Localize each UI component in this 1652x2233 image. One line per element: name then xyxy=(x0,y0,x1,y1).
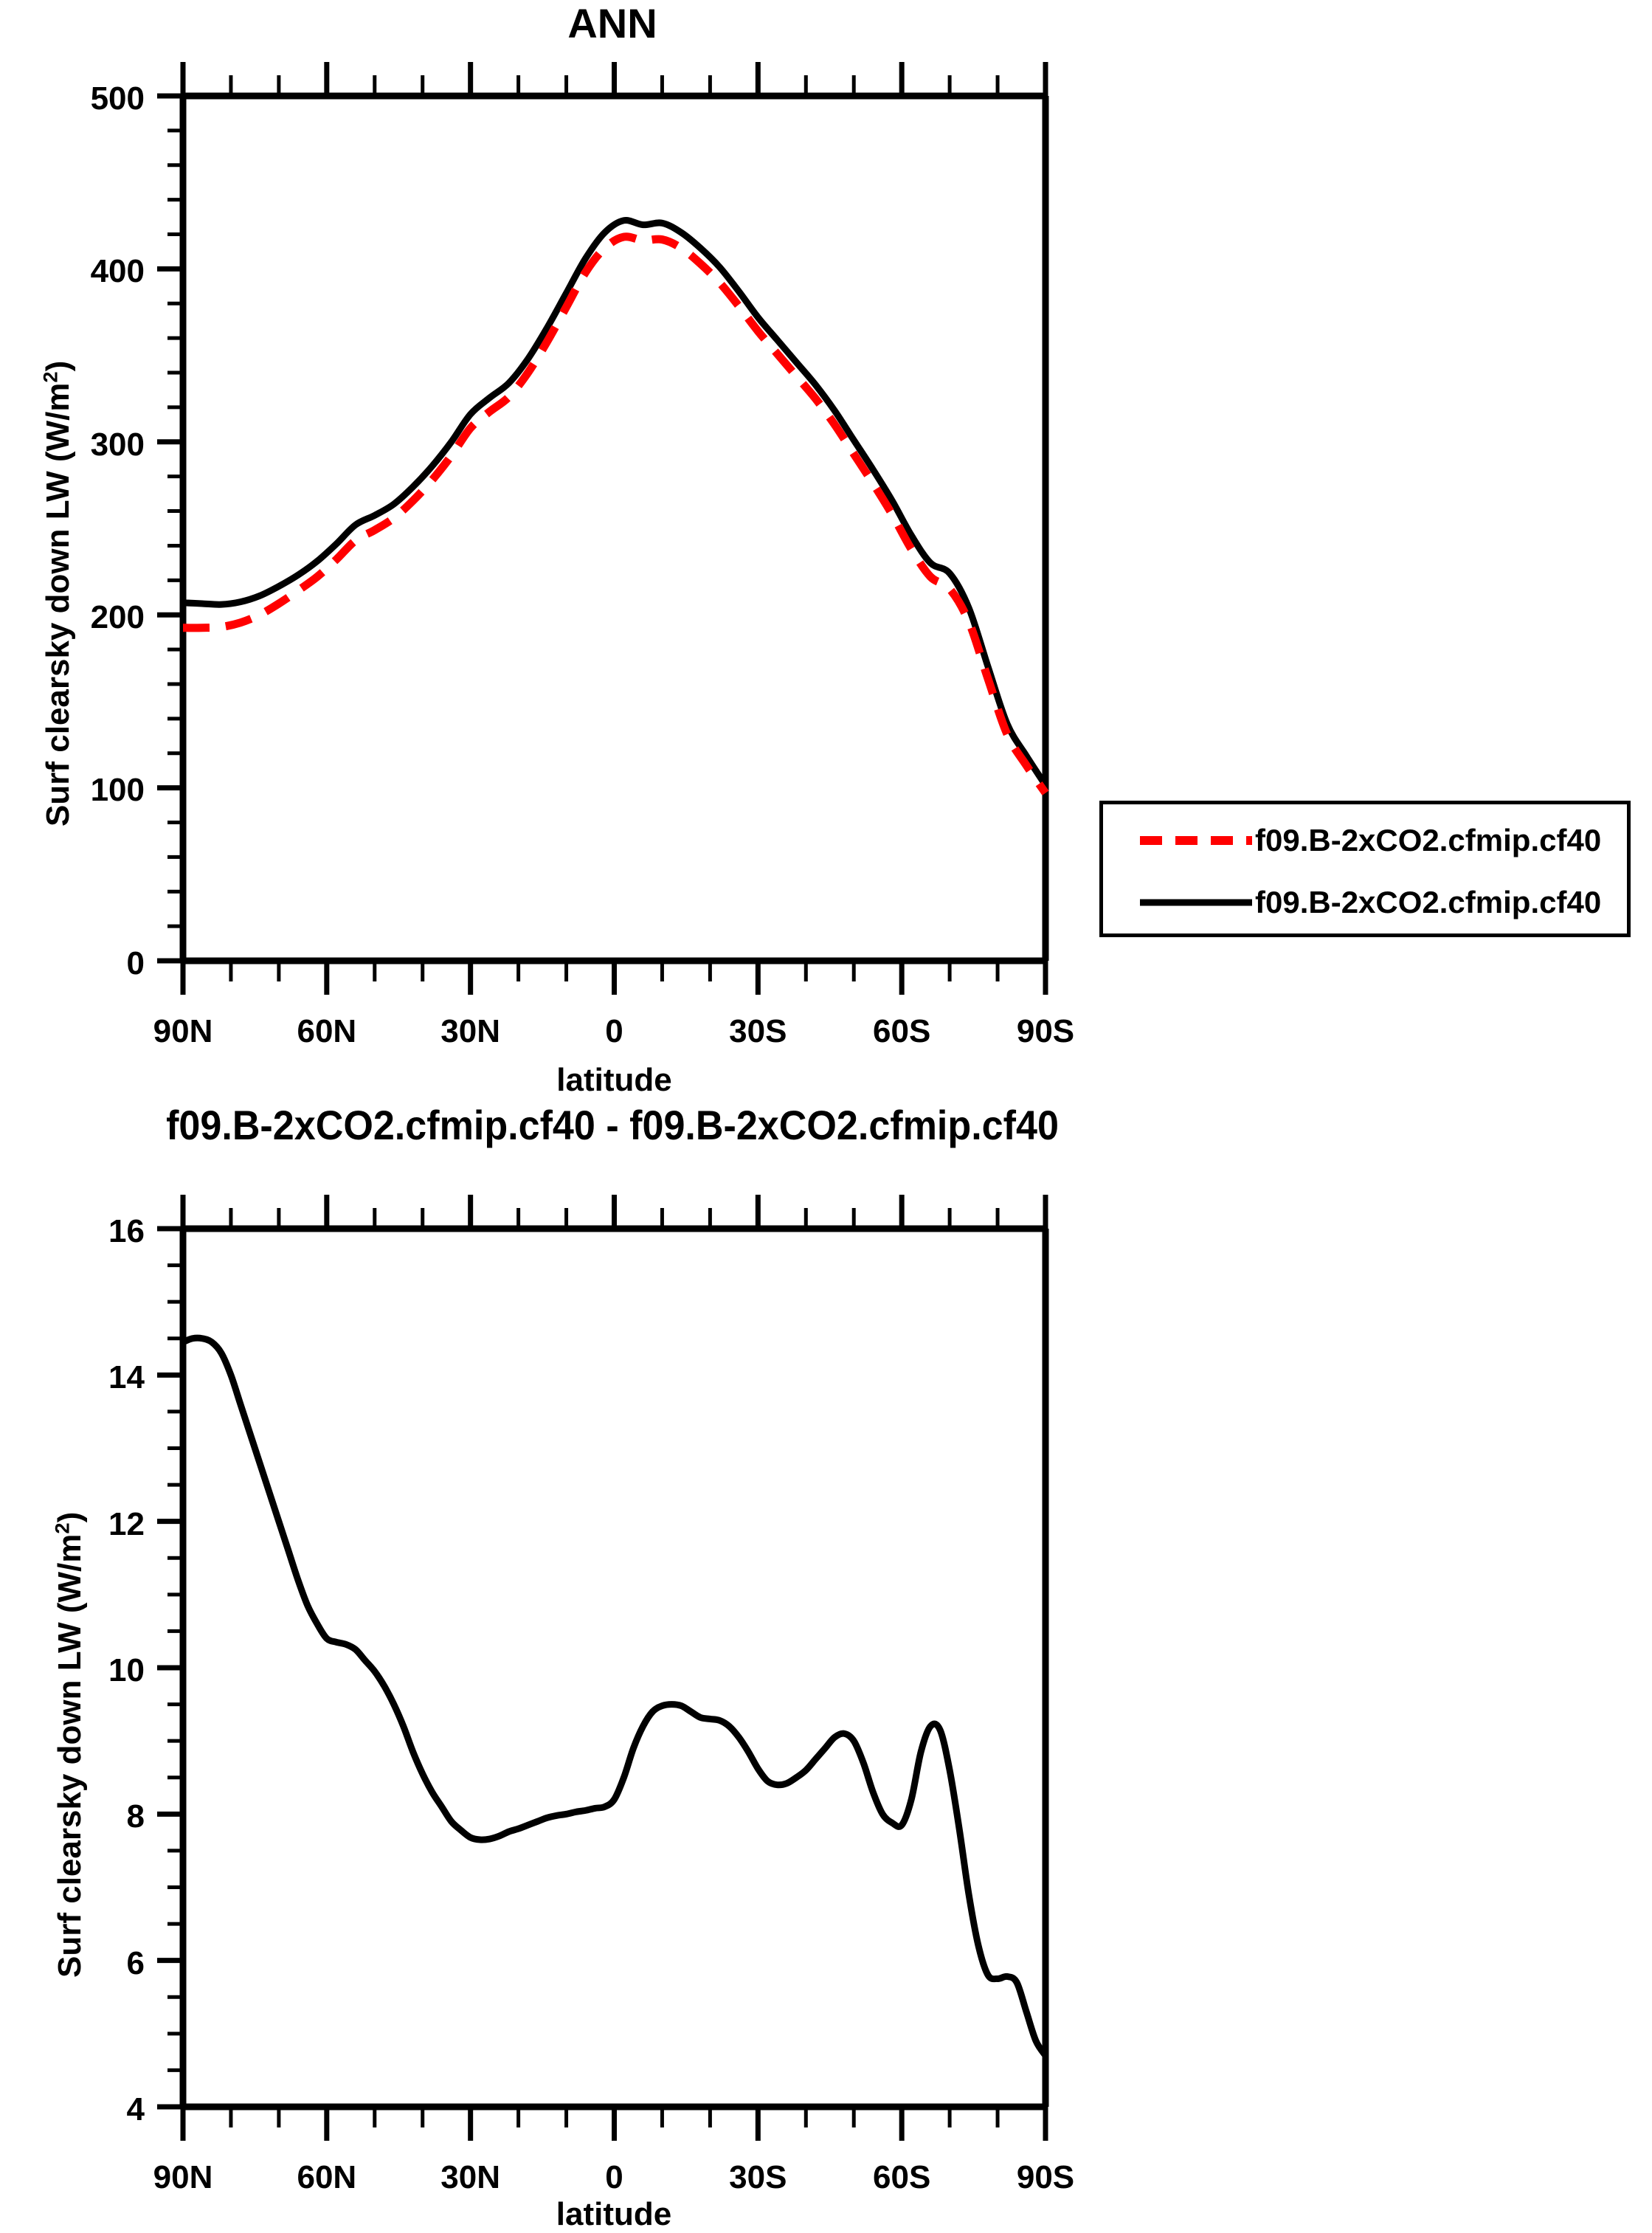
top-x-major-ticks-bottom xyxy=(180,961,1048,995)
bottom-x-major-ticks-top xyxy=(180,1195,1048,1229)
y-tick-label: 6 xyxy=(127,1945,145,1981)
top-x-tick-labels: 90N 60N 30N 0 30S 60S 90S xyxy=(153,1013,1075,1049)
bottom-x-minor-ticks-top xyxy=(229,1208,1000,1229)
y-tick-label: 100 xyxy=(91,772,145,808)
top-y-minor-ticks xyxy=(167,128,183,928)
y-tick-label: 400 xyxy=(91,253,145,289)
series-line-difference xyxy=(179,1334,1049,2060)
y-tick-label: 500 xyxy=(91,80,145,117)
top-x-minor-ticks-bottom xyxy=(229,961,1000,981)
x-tick-label: 0 xyxy=(605,1013,623,1049)
x-tick-label: 0 xyxy=(605,2159,623,2195)
top-panel: ANN Surf clearsky down LW (W/m2) xyxy=(0,0,1652,1092)
bottom-y-tick-labels: 16 14 12 10 8 6 4 xyxy=(108,1213,145,2127)
x-tick-label: 90S xyxy=(1017,2159,1074,2195)
x-tick-label: 90N xyxy=(153,1013,213,1049)
x-tick-label: 60N xyxy=(297,1013,356,1049)
y-tick-label: 4 xyxy=(127,2091,145,2127)
top-x-axis-title: latitude xyxy=(556,1062,671,1092)
bottom-x-minor-ticks-bottom xyxy=(229,2107,1000,2127)
bottom-panel: f09.B-2xCO2.cfmip.cf40 - f09.B-2xCO2.cfm… xyxy=(0,1092,1652,2232)
bottom-y-major-ticks xyxy=(157,1226,183,2110)
bottom-panel-title: f09.B-2xCO2.cfmip.cf40 - f09.B-2xCO2.cfm… xyxy=(166,1102,1059,1148)
x-tick-label: 60S xyxy=(873,2159,930,2195)
top-panel-svg: 500 400 300 200 100 0 xyxy=(91,62,1075,1092)
legend-entry[interactable]: f09.B-2xCO2.cfmip.cf40 xyxy=(1103,809,1627,872)
bottom-y-minor-ticks xyxy=(167,1263,183,2072)
top-x-minor-ticks-top xyxy=(229,75,1000,96)
y-tick-label: 14 xyxy=(108,1359,145,1395)
series-line-dashed-red xyxy=(182,232,1049,795)
legend-box: f09.B-2xCO2.cfmip.cf40 f09.B-2xCO2.cfmip… xyxy=(1099,801,1631,937)
y-tick-label: 8 xyxy=(127,1798,145,1835)
top-y-tick-labels: 500 400 300 200 100 0 xyxy=(91,80,145,981)
x-tick-label: 30S xyxy=(729,1013,787,1049)
y-tick-label: 10 xyxy=(108,1652,145,1688)
top-y-major-ticks xyxy=(157,93,183,964)
bottom-x-axis-title: latitude xyxy=(556,2196,672,2232)
x-tick-label: 30S xyxy=(729,2159,787,2195)
x-tick-label: 30N xyxy=(440,1013,500,1049)
top-panel-title: ANN xyxy=(567,0,657,46)
legend-swatch-solid-black xyxy=(1140,899,1252,906)
y-tick-label: 300 xyxy=(91,427,145,463)
y-tick-label: 200 xyxy=(91,599,145,635)
bottom-x-major-ticks-bottom xyxy=(180,2107,1048,2141)
legend-entry[interactable]: f09.B-2xCO2.cfmip.cf40 xyxy=(1103,871,1627,934)
bottom-axes-frame xyxy=(179,1225,1049,2111)
y-tick-label: 12 xyxy=(108,1506,145,1542)
x-tick-label: 90S xyxy=(1017,1013,1074,1049)
x-tick-label: 60N xyxy=(297,2159,356,2195)
legend-label: f09.B-2xCO2.cfmip.cf40 xyxy=(1255,823,1602,857)
legend-swatch-dashed-red xyxy=(1140,836,1252,845)
bottom-panel-svg: 16 14 12 10 8 6 4 xyxy=(108,1195,1075,2195)
x-tick-label: 30N xyxy=(440,2159,500,2195)
y-tick-label: 0 xyxy=(127,945,145,981)
bottom-x-tick-labels: 90N 60N 30N 0 30S 60S 90S xyxy=(153,2159,1075,2195)
y-tick-label: 16 xyxy=(108,1213,145,1249)
x-tick-label: 60S xyxy=(873,1013,930,1049)
x-tick-label: 90N xyxy=(153,2159,213,2195)
legend-label: f09.B-2xCO2.cfmip.cf40 xyxy=(1255,885,1602,919)
top-x-major-ticks-top xyxy=(180,62,1048,96)
series-line-solid-black xyxy=(179,217,1049,789)
